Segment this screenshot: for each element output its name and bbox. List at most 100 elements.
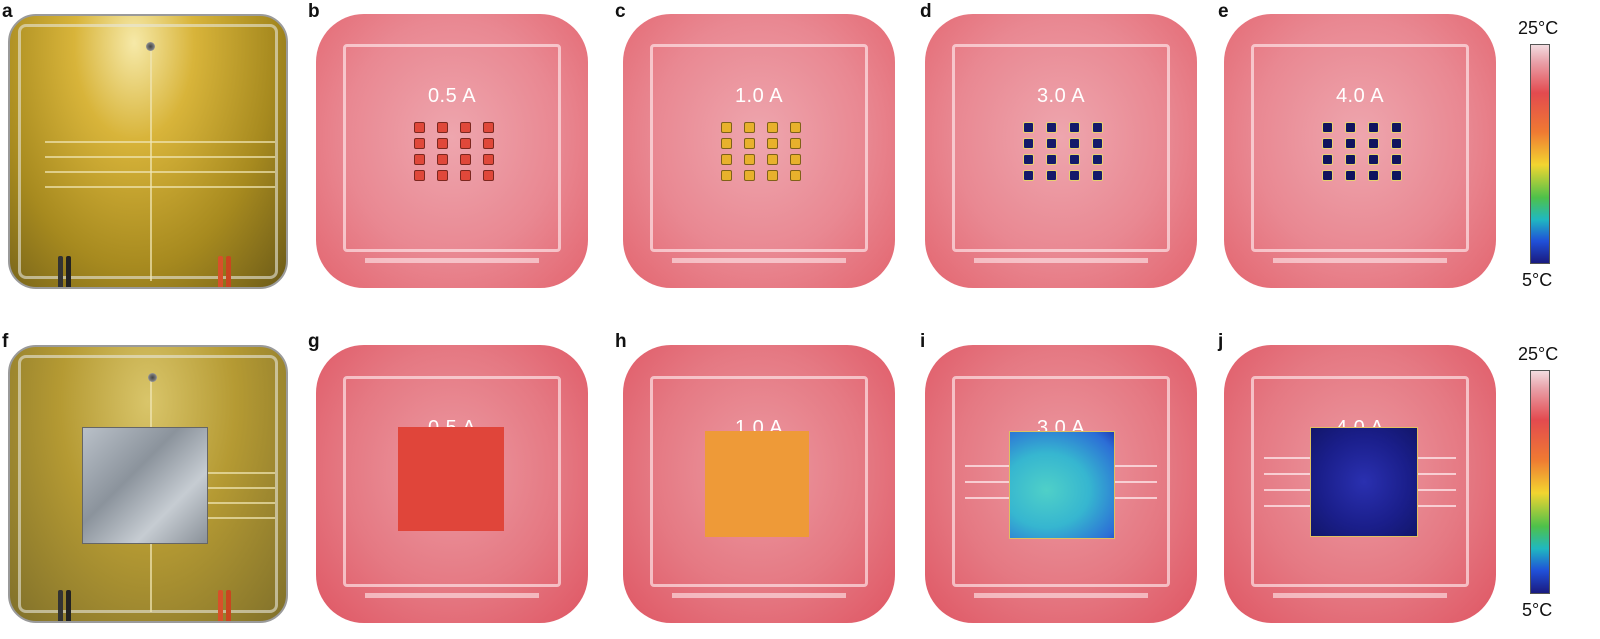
hotspot	[460, 138, 471, 149]
cooled-block-region	[705, 431, 809, 537]
plate-line	[200, 472, 275, 474]
hotspot	[437, 138, 448, 149]
hotspot	[721, 154, 732, 165]
wire-red	[226, 256, 231, 287]
hotspot	[744, 122, 755, 133]
panel-label-a: a	[2, 1, 13, 22]
frame-outline	[952, 44, 1170, 253]
frame-outline	[650, 44, 868, 253]
wire-red	[218, 256, 223, 287]
hotspot	[414, 170, 425, 181]
hotspot	[1023, 122, 1034, 133]
hotspot	[1092, 154, 1103, 165]
hotspot	[1069, 170, 1080, 181]
frame-outline	[650, 375, 868, 587]
hotspot	[1322, 170, 1333, 181]
hotspot	[437, 154, 448, 165]
colorbar	[1530, 44, 1550, 264]
hotspot	[721, 170, 732, 181]
hotspot	[1391, 154, 1402, 165]
frame-outline	[1251, 44, 1469, 253]
panel-label-g: g	[308, 331, 320, 352]
hotspot	[483, 154, 494, 165]
photo-thermoelectric-array	[8, 14, 288, 289]
mount-hole	[146, 42, 155, 51]
colorbar-min-label: 5°C	[1522, 600, 1553, 620]
plate-line	[45, 171, 275, 173]
hotspot	[1391, 138, 1402, 149]
hotspot	[1368, 122, 1379, 133]
hotspot	[1092, 122, 1103, 133]
hotspot	[767, 154, 778, 165]
hotspot	[414, 122, 425, 133]
hotspot	[437, 170, 448, 181]
hotspot	[1368, 170, 1379, 181]
hotspot	[1069, 138, 1080, 149]
hotspot	[414, 138, 425, 149]
panel-label-f: f	[2, 331, 9, 352]
cooled-block-region	[1310, 427, 1418, 537]
thermal-image-c: 1.0 A	[623, 14, 895, 288]
plate-line	[200, 502, 275, 504]
frame-bar	[364, 592, 540, 598]
hotspot	[1322, 138, 1333, 149]
hotspot	[1368, 138, 1379, 149]
frame-outline	[343, 44, 561, 253]
hotspot	[1345, 170, 1356, 181]
hotspot	[721, 122, 732, 133]
hotspot	[1092, 170, 1103, 181]
frame-outline	[952, 375, 1170, 587]
hotspot	[1092, 138, 1103, 149]
hotspot	[1391, 170, 1402, 181]
hotspot	[1322, 154, 1333, 165]
hotspot	[790, 154, 801, 165]
hotspot	[1345, 122, 1356, 133]
wire-red	[218, 590, 223, 621]
colorbar-max-label: 25°C	[1518, 344, 1559, 364]
thermal-image-i: 3.0 A	[925, 345, 1197, 623]
hotspot	[721, 138, 732, 149]
hotspot	[1023, 154, 1034, 165]
frame-bar	[973, 592, 1149, 598]
hotspot	[1345, 138, 1356, 149]
wire-black	[58, 590, 63, 621]
frame-outline	[1251, 375, 1469, 587]
photo-plate-with-block	[8, 345, 288, 623]
hotspot	[767, 170, 778, 181]
plate-line	[45, 186, 275, 188]
hotspot	[1046, 122, 1057, 133]
hotspot	[767, 122, 778, 133]
panel-label-h: h	[615, 331, 627, 352]
hotspot	[1322, 122, 1333, 133]
panel-label-b: b	[308, 1, 320, 22]
current-label: 4.0 A	[1335, 85, 1385, 108]
thermal-image-b: 0.5 A	[316, 14, 588, 288]
thermal-image-g: 0.5 A	[316, 345, 588, 623]
hotspot	[483, 170, 494, 181]
panel-label-j: j	[1218, 331, 1224, 352]
frame-bar	[364, 258, 540, 264]
frame-bar	[1272, 592, 1448, 598]
hotspot	[1046, 154, 1057, 165]
hotspot	[1368, 154, 1379, 165]
hotspot	[790, 138, 801, 149]
plate-line	[200, 487, 275, 489]
plate-line	[45, 141, 275, 143]
mount-hole	[148, 373, 157, 382]
hotspot	[1069, 122, 1080, 133]
frame-bar	[1272, 258, 1448, 264]
wire-black	[58, 256, 63, 287]
panel-label-e: e	[1218, 1, 1229, 22]
frame-outline	[343, 375, 561, 587]
thermal-image-h: 1.0 A	[623, 345, 895, 623]
hotspot	[744, 138, 755, 149]
plate-line	[150, 46, 152, 281]
aluminum-block	[82, 427, 208, 544]
hotspot	[790, 170, 801, 181]
hotspot	[1046, 138, 1057, 149]
wire-red	[226, 590, 231, 621]
colorbar	[1530, 370, 1550, 594]
wire-black	[66, 256, 71, 287]
current-label: 0.5 A	[427, 85, 477, 108]
thermal-image-j: 4.0 A	[1224, 345, 1496, 623]
